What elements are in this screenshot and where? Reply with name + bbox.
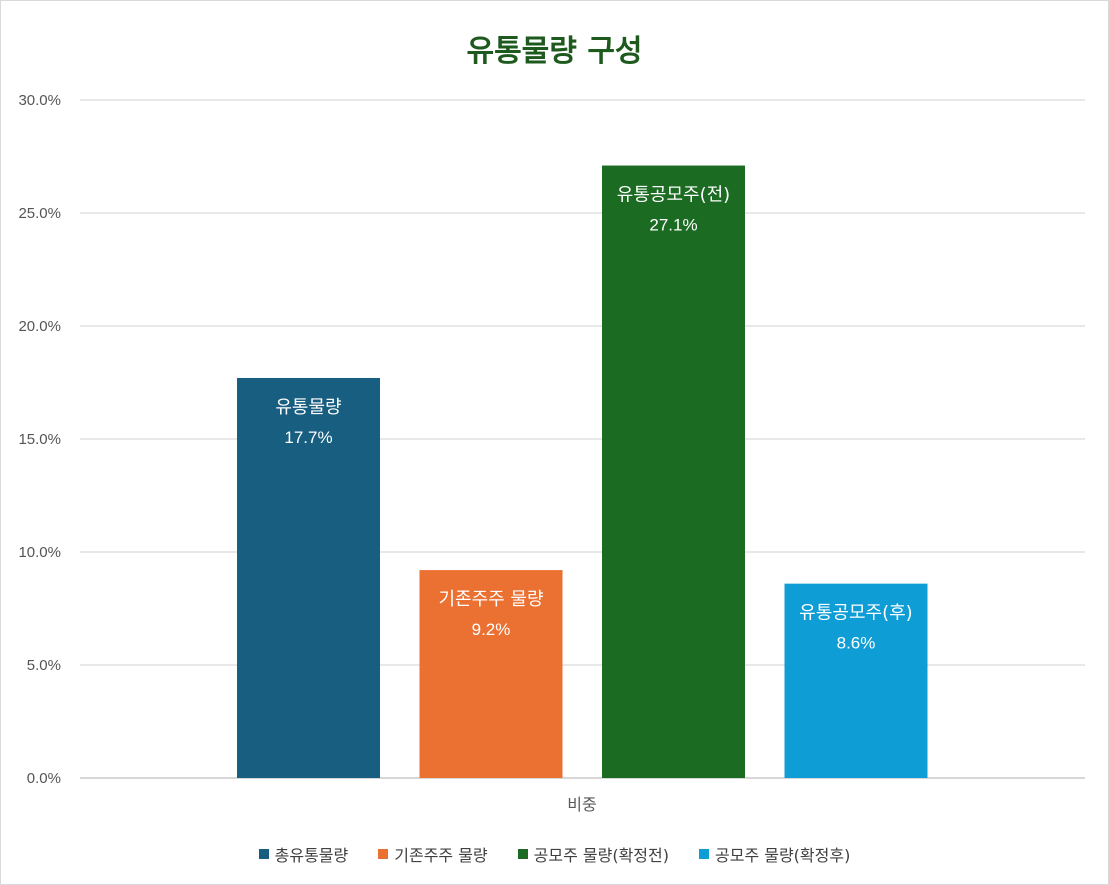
legend-swatch [258,849,269,859]
legend-label: 공모주 물량(확정후) [715,846,851,865]
legend-swatch [517,849,528,859]
data-label-name: 유통공모주(전) [617,185,730,206]
legend-label: 기존주주 물량 [394,846,488,865]
y-tick-label: 20.0% [18,318,61,335]
legend-item: 기존주주 물량 [378,842,488,866]
legend: 총유통물량 기존주주 물량 공모주 물량(확정전) 공모주 물량(확정후) [0,842,1109,866]
bar [602,165,745,779]
legend-item: 공모주 물량(확정후) [699,842,850,866]
y-tick-label: 10.0% [18,544,61,561]
data-label-value: 27.1% [649,216,697,235]
legend-item: 총유통물량 [258,842,349,866]
y-tick-label: 30.0% [18,92,61,109]
data-label-name: 유통물량 [275,397,341,418]
data-label-value: 8.6% [837,634,876,653]
bar [419,570,563,778]
bar [784,583,928,778]
legend-swatch [378,849,389,859]
chart-title: 유통물량 구성 [466,34,643,69]
legend-label: 총유통물량 [274,846,349,865]
category-label: 비중 [567,795,596,814]
bar [237,377,380,778]
data-label-value: 9.2% [472,620,511,639]
y-tick-label: 15.0% [18,431,61,448]
legend-label: 공모주 물량(확정전) [533,846,669,865]
data-label-value: 17.7% [284,428,332,447]
data-label-name: 기존주주 물량 [438,589,543,610]
y-tick-label: 5.0% [27,657,61,674]
data-label-name: 유통공모주(후) [799,603,912,624]
legend-item: 공모주 물량(확정전) [517,842,669,866]
y-tick-label: 0.0% [27,770,61,787]
y-tick-label: 25.0% [18,205,61,222]
legend-swatch [699,849,709,859]
